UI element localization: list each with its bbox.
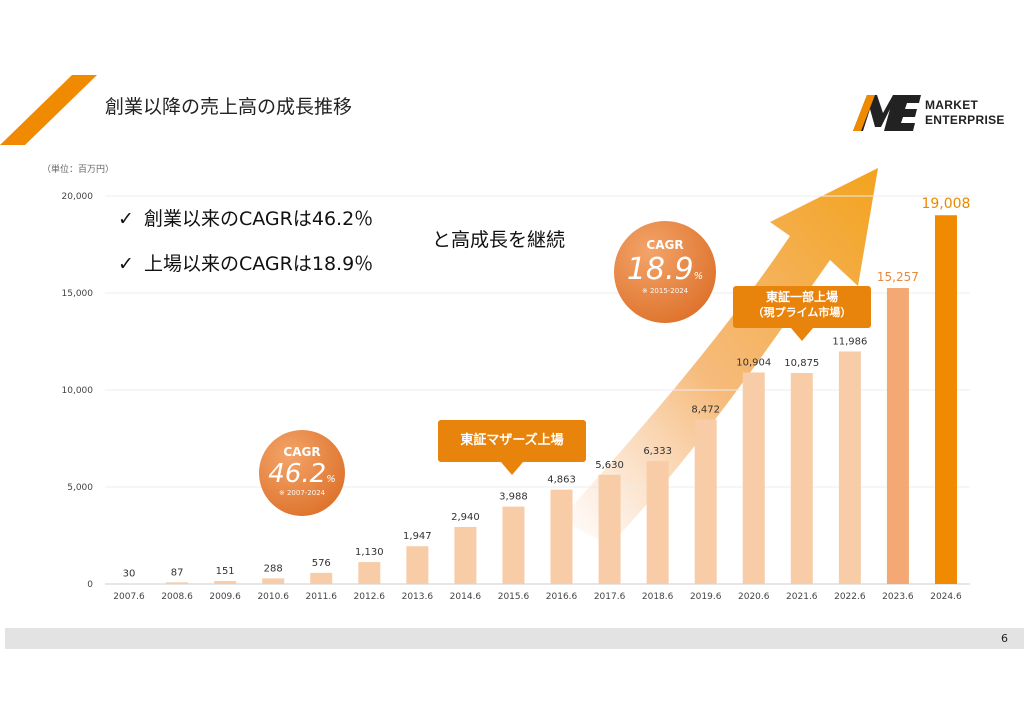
bar-value-label: 151	[216, 566, 235, 577]
cagr-period: ※ 2007-2024	[278, 489, 326, 497]
y-tick-label: 20,000	[62, 192, 94, 202]
bar	[742, 372, 765, 584]
x-tick-label: 2016.6	[546, 592, 578, 602]
check-icon: ✓	[118, 208, 134, 230]
bar-value-label: 87	[171, 567, 184, 578]
highlight-bullet-1: ✓ 創業以来のCAGRは46.2％	[118, 204, 373, 231]
callout-first-section-listing: 東証一部上場 （現プライム市場）	[733, 286, 871, 341]
cagr-value: 18.9	[626, 252, 694, 287]
x-tick-label: 2008.6	[161, 592, 193, 602]
x-tick-label: 2020.6	[738, 592, 770, 602]
bar-value-label: 30	[123, 568, 136, 579]
bar-value-label: 1,947	[403, 531, 432, 542]
x-tick-label: 2021.6	[786, 592, 818, 602]
bar	[310, 572, 333, 584]
page-number: 6	[1001, 632, 1008, 645]
bar-value-label: 11,986	[832, 336, 867, 347]
bar-value-label: 3,988	[499, 492, 528, 503]
cagr-value: 46.2	[268, 459, 327, 489]
growth-arrow	[560, 168, 878, 545]
x-tick-label: 2024.6	[930, 592, 962, 602]
bar	[694, 419, 717, 584]
bar	[646, 461, 669, 584]
bar	[406, 546, 429, 584]
x-tick-label: 2018.6	[642, 592, 674, 602]
callout-line-2: （現プライム市場）	[752, 306, 852, 319]
unit-label: （単位：百万円）	[42, 165, 115, 175]
x-tick-label: 2022.6	[834, 592, 866, 602]
x-tick-label: 2012.6	[354, 592, 386, 602]
cagr-label: CAGR	[283, 445, 321, 459]
x-tick-label: 2023.6	[882, 592, 914, 602]
y-tick-label: 15,000	[62, 289, 94, 299]
page-title: 創業以降の売上高の成長推移	[105, 96, 353, 118]
x-tick-label: 2007.6	[113, 592, 145, 602]
cagr-period: ※ 2015-2024	[641, 287, 689, 295]
footer-bar	[5, 628, 1024, 649]
bar	[934, 215, 957, 584]
bar	[886, 288, 909, 584]
bar	[358, 562, 381, 584]
cagr-badge-founding: CAGR 46.2% ※ 2007-2024	[259, 430, 345, 516]
cagr-badge-listing: CAGR 18.9% ※ 2015-2024	[614, 221, 716, 323]
bar	[502, 506, 525, 584]
x-tick-label: 2017.6	[594, 592, 626, 602]
bar	[166, 582, 189, 584]
x-tick-label: 2015.6	[498, 592, 530, 602]
bar-value-label: 10,875	[784, 358, 819, 369]
callout-text: 東証マザーズ上場	[460, 433, 564, 448]
logo-line-2: ENTERPRISE	[925, 113, 1005, 127]
bar-value-label: 288	[264, 563, 283, 574]
highlight-suffix: と高成長を継続	[432, 229, 566, 251]
cagr-percent: %	[693, 271, 704, 282]
y-tick-label: 5,000	[67, 483, 93, 493]
callout-mothers-listing: 東証マザーズ上場	[438, 420, 586, 475]
y-tick-label: 0	[87, 580, 93, 590]
bar	[454, 526, 477, 584]
bar-value-label: 576	[312, 558, 331, 569]
header-stripe	[0, 75, 97, 145]
x-tick-label: 2019.6	[690, 592, 722, 602]
x-tick-label: 2013.6	[402, 592, 434, 602]
logo-mark-icon	[853, 95, 921, 131]
bar	[214, 581, 237, 584]
x-tick-label: 2014.6	[450, 592, 482, 602]
bar-value-label: 1,130	[355, 547, 384, 558]
bar	[550, 489, 573, 584]
bar	[262, 578, 285, 584]
highlight-bullet-2: ✓ 上場以来のCAGRは18.9％	[118, 249, 373, 276]
bar-value-label: 15,257	[877, 270, 919, 284]
bar	[598, 474, 621, 584]
bullet-text: 創業以来のCAGRは46.2％	[144, 208, 374, 230]
bar-value-label: 5,630	[595, 460, 624, 471]
bar-value-label: 19,008	[921, 196, 970, 212]
callout-line-1: 東証一部上場	[765, 290, 838, 304]
bar	[118, 583, 141, 584]
check-icon: ✓	[118, 253, 134, 275]
bar-value-label: 6,333	[643, 446, 672, 457]
bar	[790, 373, 813, 584]
x-tick-label: 2010.6	[257, 592, 289, 602]
bar-value-label: 8,472	[691, 405, 720, 416]
bar-value-label: 2,940	[451, 512, 480, 523]
bar-value-label: 10,904	[736, 357, 771, 368]
cagr-percent: %	[326, 474, 336, 485]
x-tick-label: 2009.6	[209, 592, 241, 602]
bar-value-label: 4,863	[547, 475, 576, 486]
bar	[838, 351, 861, 584]
y-tick-label: 10,000	[62, 386, 94, 396]
cagr-label: CAGR	[646, 238, 684, 252]
bullet-text: 上場以来のCAGRは18.9％	[144, 253, 374, 275]
logo-line-1: MARKET	[925, 98, 979, 112]
x-tick-label: 2011.6	[306, 592, 338, 602]
